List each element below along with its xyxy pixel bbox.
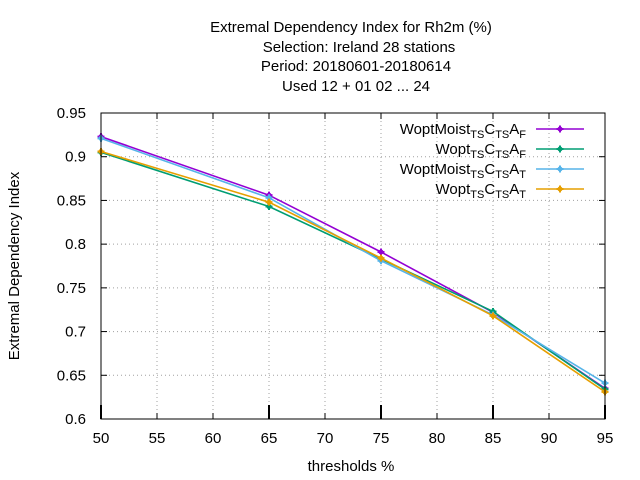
title-line-4: Used 12 + 01 02 ... 24 <box>282 78 430 95</box>
title-line-3: Period: 20180601-20180614 <box>261 58 451 75</box>
legend-label: WoptTSCTSAT <box>436 181 527 201</box>
x-tick-labels: 50 55 60 65 70 75 80 85 90 95 <box>93 430 614 447</box>
data-point <box>265 198 273 206</box>
x-tick-label: 60 <box>205 430 222 447</box>
x-tick-label: 50 <box>93 430 110 447</box>
data-point <box>556 145 564 153</box>
legend-item: WoptTSCTSAF <box>436 141 584 161</box>
legend-label: WoptMoistTSCTSAF <box>400 121 527 141</box>
y-tick-label: 0.6 <box>65 411 86 428</box>
data-point <box>556 185 564 193</box>
series-line <box>100 150 606 393</box>
y-tick-label: 0.95 <box>57 105 86 122</box>
y-tick-label: 0.65 <box>57 367 86 384</box>
legend-item: WoptMoistTSCTSAT <box>400 161 584 181</box>
title-line-2: Selection: Ireland 28 stations <box>263 39 456 56</box>
title-line-1: Extremal Dependency Index for Rh2m (%) <box>210 19 492 36</box>
chart-title: Extremal Dependency Index for Rh2m (%) S… <box>210 19 492 95</box>
y-tick-label: 0.8 <box>65 236 86 253</box>
x-tick-label: 70 <box>317 430 334 447</box>
legend-item: WoptTSCTSAT <box>436 181 584 201</box>
x-tick-label: 80 <box>429 430 446 447</box>
data-point <box>377 254 385 262</box>
series-3 <box>97 134 609 387</box>
legend-item: WoptMoistTSCTSAF <box>400 121 584 141</box>
x-tick-label: 85 <box>485 430 502 447</box>
data-point <box>556 125 564 133</box>
x-tick-label: 90 <box>541 430 558 447</box>
x-tick-label: 55 <box>149 430 166 447</box>
y-tick-label: 0.85 <box>57 192 86 209</box>
y-tick-label: 0.7 <box>65 324 86 341</box>
legend-label: WoptTSCTSAF <box>436 141 527 161</box>
data-point <box>556 165 564 173</box>
x-tick-label: 75 <box>373 430 390 447</box>
y-axis-label: Extremal Dependency Index <box>6 171 23 360</box>
x-tick-label: 65 <box>261 430 278 447</box>
y-tick-label: 0.9 <box>65 149 86 166</box>
plot-frame <box>100 112 606 420</box>
axis-ticks <box>100 112 606 420</box>
x-tick-label: 95 <box>597 430 614 447</box>
series-4 <box>97 147 609 396</box>
legend: WoptMoistTSCTSAFWoptTSCTSAFWoptMoistTSCT… <box>400 121 584 201</box>
series-layer <box>97 133 609 396</box>
data-point <box>489 312 497 320</box>
legend-label: WoptMoistTSCTSAT <box>400 161 527 181</box>
series-2 <box>97 148 609 393</box>
data-point <box>377 248 385 256</box>
y-tick-labels: 0.6 0.65 0.7 0.75 0.8 0.85 0.9 0.95 <box>57 105 86 428</box>
grid <box>101 113 605 419</box>
series-1 <box>97 133 609 392</box>
series-line <box>100 151 606 390</box>
y-tick-label: 0.75 <box>57 280 86 297</box>
x-axis-label: thresholds % <box>308 458 395 475</box>
